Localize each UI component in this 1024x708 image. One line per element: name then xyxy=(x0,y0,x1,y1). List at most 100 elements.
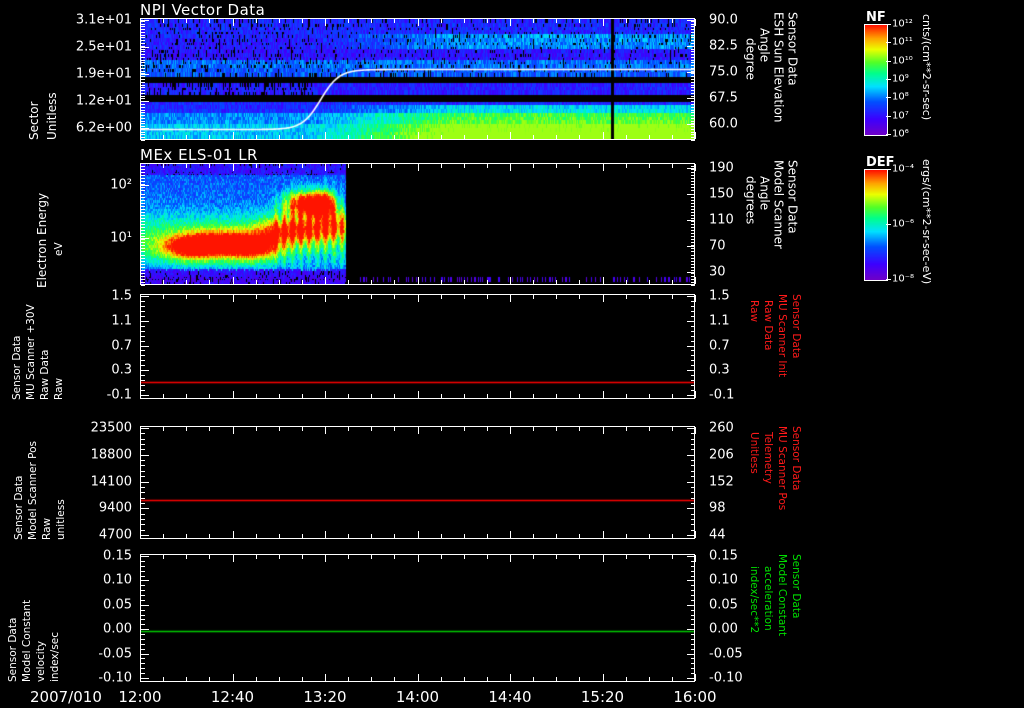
x-tick-mark xyxy=(209,534,211,538)
ylabel-p3-right-0: Sensor Data xyxy=(790,294,803,359)
axis-tick-label: 1.5 xyxy=(709,288,730,304)
axis-tick-mark xyxy=(141,624,145,626)
x-tick-mark xyxy=(163,19,165,23)
x-tick-mark xyxy=(417,427,419,434)
axis-tick-mark xyxy=(691,565,695,567)
colorbar-nf[interactable] xyxy=(864,24,888,136)
colorbar-nf-tick: 10⁹ xyxy=(892,73,909,85)
x-tick-mark xyxy=(140,427,141,434)
x-tick-mark xyxy=(371,677,373,681)
x-tick-mark xyxy=(163,534,165,538)
x-tick-mark xyxy=(278,164,280,168)
x-tick-mark xyxy=(695,391,696,398)
x-tick-mark xyxy=(556,19,558,23)
panel-npi[interactable] xyxy=(140,18,695,140)
x-tick-mark xyxy=(556,135,558,139)
axis-tick-mark xyxy=(141,254,145,256)
axis-tick-mark xyxy=(141,128,145,130)
x-tick-mark xyxy=(348,135,350,139)
x-tick-mark xyxy=(209,677,211,681)
axis-tick-label: 260 xyxy=(709,420,734,436)
axis-tick-mark xyxy=(691,137,695,139)
x-tick-mark xyxy=(671,427,673,431)
axis-tick-mark xyxy=(141,109,145,111)
axis-tick-mark xyxy=(141,34,145,36)
x-tick-mark xyxy=(417,391,419,398)
panel-mu-scanner-30v[interactable] xyxy=(140,294,695,399)
axis-tick-mark xyxy=(691,163,695,164)
axis-tick-mark xyxy=(141,395,149,396)
panel-model-constant-velocity[interactable] xyxy=(140,554,695,682)
axis-tick-mark xyxy=(691,428,695,429)
x-tick-mark xyxy=(163,427,165,431)
axis-tick-mark xyxy=(141,202,145,204)
colorbar-nf-tickmark xyxy=(886,60,891,62)
x-tick-mark xyxy=(255,394,257,398)
axis-tick-mark xyxy=(691,169,695,171)
axis-tick-mark xyxy=(141,112,145,114)
axis-tick-label: 206 xyxy=(709,447,734,463)
x-tick-mark xyxy=(625,19,627,23)
axis-tick-mark xyxy=(141,570,145,572)
x-tick-mark xyxy=(579,19,581,23)
ylabel-p4-left-3: unitless xyxy=(55,499,67,540)
x-tick-mark xyxy=(371,295,373,299)
x-tick-mark xyxy=(255,427,257,431)
x-tick-mark xyxy=(510,164,511,171)
x-tick-mark xyxy=(602,295,604,302)
axis-tick-mark xyxy=(691,245,695,247)
axis-tick-mark xyxy=(141,580,145,582)
axis-tick-mark xyxy=(687,220,695,221)
x-tick-mark xyxy=(579,135,581,139)
axis-tick-label: 1.5 xyxy=(111,288,132,304)
x-tick-mark xyxy=(232,295,234,302)
x-tick-mark xyxy=(325,555,326,562)
x-tick-mark xyxy=(232,164,234,171)
x-tick-mark xyxy=(440,19,442,23)
axis-tick-label: 0.10 xyxy=(709,572,738,588)
axis-tick-mark xyxy=(141,486,145,488)
colorbar-nf-tick: 10¹⁰ xyxy=(892,55,913,67)
x-tick-mark xyxy=(394,19,396,23)
x-tick-mark xyxy=(625,394,627,398)
x-tick-mark xyxy=(602,132,604,139)
axis-tick-mark xyxy=(141,257,145,259)
axis-tick-mark xyxy=(141,460,145,462)
axis-tick-mark xyxy=(141,45,145,47)
axis-tick-label: -0.05 xyxy=(709,646,743,662)
panel-model-scanner-pos[interactable] xyxy=(140,426,695,539)
axis-tick-mark xyxy=(691,208,695,210)
x-tick-mark xyxy=(695,674,696,681)
axis-tick-mark xyxy=(691,360,695,362)
x-tick-mark xyxy=(510,531,511,538)
axis-tick-mark xyxy=(691,29,695,31)
axis-tick-mark xyxy=(141,481,145,483)
axis-tick-mark xyxy=(691,76,695,78)
x-tick-mark xyxy=(486,394,488,398)
colorbar-nf-tickmark xyxy=(886,42,891,44)
axis-tick-mark xyxy=(141,128,149,129)
x-tick-mark xyxy=(579,534,581,538)
x-tick-mark xyxy=(255,164,257,168)
axis-tick-label: 14100 xyxy=(90,474,132,489)
x-tick-mark xyxy=(602,19,604,26)
ylabel-p4-left-2: Raw xyxy=(41,517,53,540)
panel-els[interactable] xyxy=(140,163,695,285)
axis-tick-label: 10² xyxy=(110,177,132,193)
x-tick-mark xyxy=(371,555,373,559)
axis-tick-mark xyxy=(691,497,695,499)
x-tick-mark xyxy=(301,534,303,538)
axis-tick-mark xyxy=(691,320,695,322)
colorbar-def[interactable] xyxy=(864,169,888,281)
x-tick-mark xyxy=(510,132,511,139)
x-tick-mark xyxy=(671,135,673,139)
axis-tick-mark xyxy=(691,34,695,36)
axis-tick-mark xyxy=(691,126,695,128)
colorbar-def-tick: 10⁻⁸ xyxy=(892,273,915,285)
axis-tick-mark xyxy=(691,375,695,377)
axis-tick-mark xyxy=(691,224,695,225)
axis-tick-mark xyxy=(141,300,145,302)
x-tick-mark xyxy=(186,164,188,168)
axis-tick-label: 0.3 xyxy=(111,362,132,378)
axis-tick-mark xyxy=(141,79,145,80)
